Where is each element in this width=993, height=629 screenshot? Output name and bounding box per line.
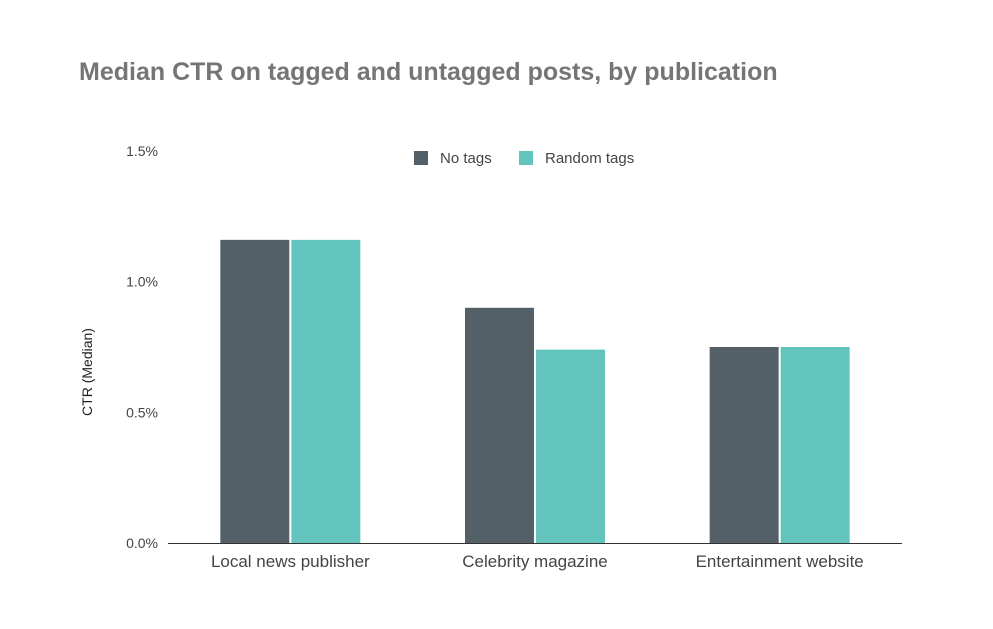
x-axis-labels: Local news publisher Celebrity magazine En… <box>211 552 864 571</box>
y-tick-label: 1.5% <box>126 143 158 159</box>
y-axis-title: CTR (Median) <box>79 328 95 416</box>
x-category-label: Local news publisher <box>211 552 370 571</box>
legend-label-no-tags: No tags <box>440 150 492 167</box>
y-tick-label: 0.0% <box>126 535 158 551</box>
y-axis-ticks: 0.0% 0.5% 1.0% 1.5% <box>126 143 158 551</box>
bar-random-tags-2 <box>780 347 850 543</box>
y-tick-label: 0.5% <box>126 404 158 420</box>
bar-no-tags-0 <box>220 239 290 543</box>
bar-no-tags-2 <box>709 347 779 543</box>
y-tick-label: 1.0% <box>126 274 158 290</box>
x-category-label: Entertainment website <box>696 552 864 571</box>
legend-swatch-no-tags <box>414 151 428 165</box>
bar-random-tags-1 <box>536 349 605 543</box>
legend: No tags Random tags <box>414 150 634 167</box>
x-category-label: Celebrity magazine <box>462 552 608 571</box>
bar-random-tags-0 <box>291 239 361 543</box>
bars <box>220 239 850 543</box>
legend-label-random-tags: Random tags <box>545 150 634 167</box>
legend-swatch-random-tags <box>519 151 533 165</box>
chart-title: Median CTR on tagged and untagged posts,… <box>79 58 778 86</box>
bar-no-tags-1 <box>465 307 534 543</box>
